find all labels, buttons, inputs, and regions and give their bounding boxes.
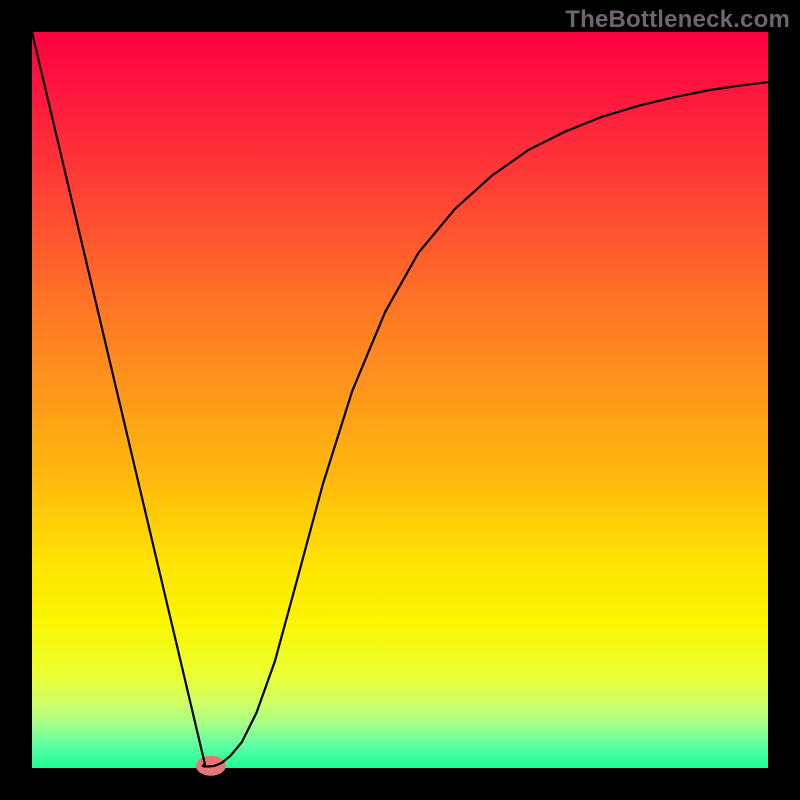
bottleneck-chart: TheBottleneck.com	[0, 0, 800, 800]
plot-background	[32, 32, 768, 768]
chart-svg	[0, 0, 800, 800]
